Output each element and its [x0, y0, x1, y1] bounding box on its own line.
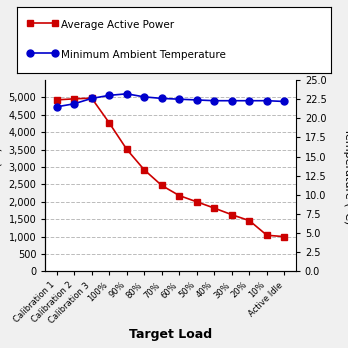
Text: Minimum Ambient Temperature: Minimum Ambient Temperature	[61, 50, 226, 60]
Average Active Power	[107, 121, 111, 125]
Line: Average Active Power: Average Active Power	[54, 95, 287, 239]
Minimum Ambient Temperature	[107, 93, 111, 97]
Y-axis label: Temperature (°C): Temperature (°C)	[343, 128, 348, 224]
Average Active Power	[72, 97, 76, 101]
Minimum Ambient Temperature	[55, 105, 59, 109]
Average Active Power	[125, 147, 129, 151]
Minimum Ambient Temperature	[247, 98, 252, 103]
Average Active Power	[177, 193, 181, 198]
Line: Minimum Ambient Temperature: Minimum Ambient Temperature	[53, 90, 288, 110]
Average Active Power	[195, 200, 199, 204]
X-axis label: Target Load: Target Load	[129, 328, 212, 341]
Minimum Ambient Temperature	[177, 97, 181, 101]
Average Active Power	[212, 206, 216, 210]
Minimum Ambient Temperature	[72, 102, 76, 106]
Text: Average Active Power: Average Active Power	[61, 21, 174, 31]
Average Active Power	[247, 219, 252, 223]
Minimum Ambient Temperature	[142, 95, 146, 99]
Average Active Power	[282, 235, 286, 239]
Average Active Power	[89, 96, 94, 100]
Y-axis label: Power (W): Power (W)	[0, 147, 3, 204]
Minimum Ambient Temperature	[89, 96, 94, 101]
Minimum Ambient Temperature	[230, 98, 234, 103]
Average Active Power	[230, 213, 234, 217]
Minimum Ambient Temperature	[125, 92, 129, 96]
Minimum Ambient Temperature	[160, 96, 164, 101]
Minimum Ambient Temperature	[282, 100, 286, 104]
Average Active Power	[55, 98, 59, 102]
Average Active Power	[265, 233, 269, 237]
Minimum Ambient Temperature	[212, 98, 216, 103]
Average Active Power	[142, 168, 146, 172]
Minimum Ambient Temperature	[265, 98, 269, 103]
Average Active Power	[160, 183, 164, 188]
Minimum Ambient Temperature	[195, 98, 199, 102]
